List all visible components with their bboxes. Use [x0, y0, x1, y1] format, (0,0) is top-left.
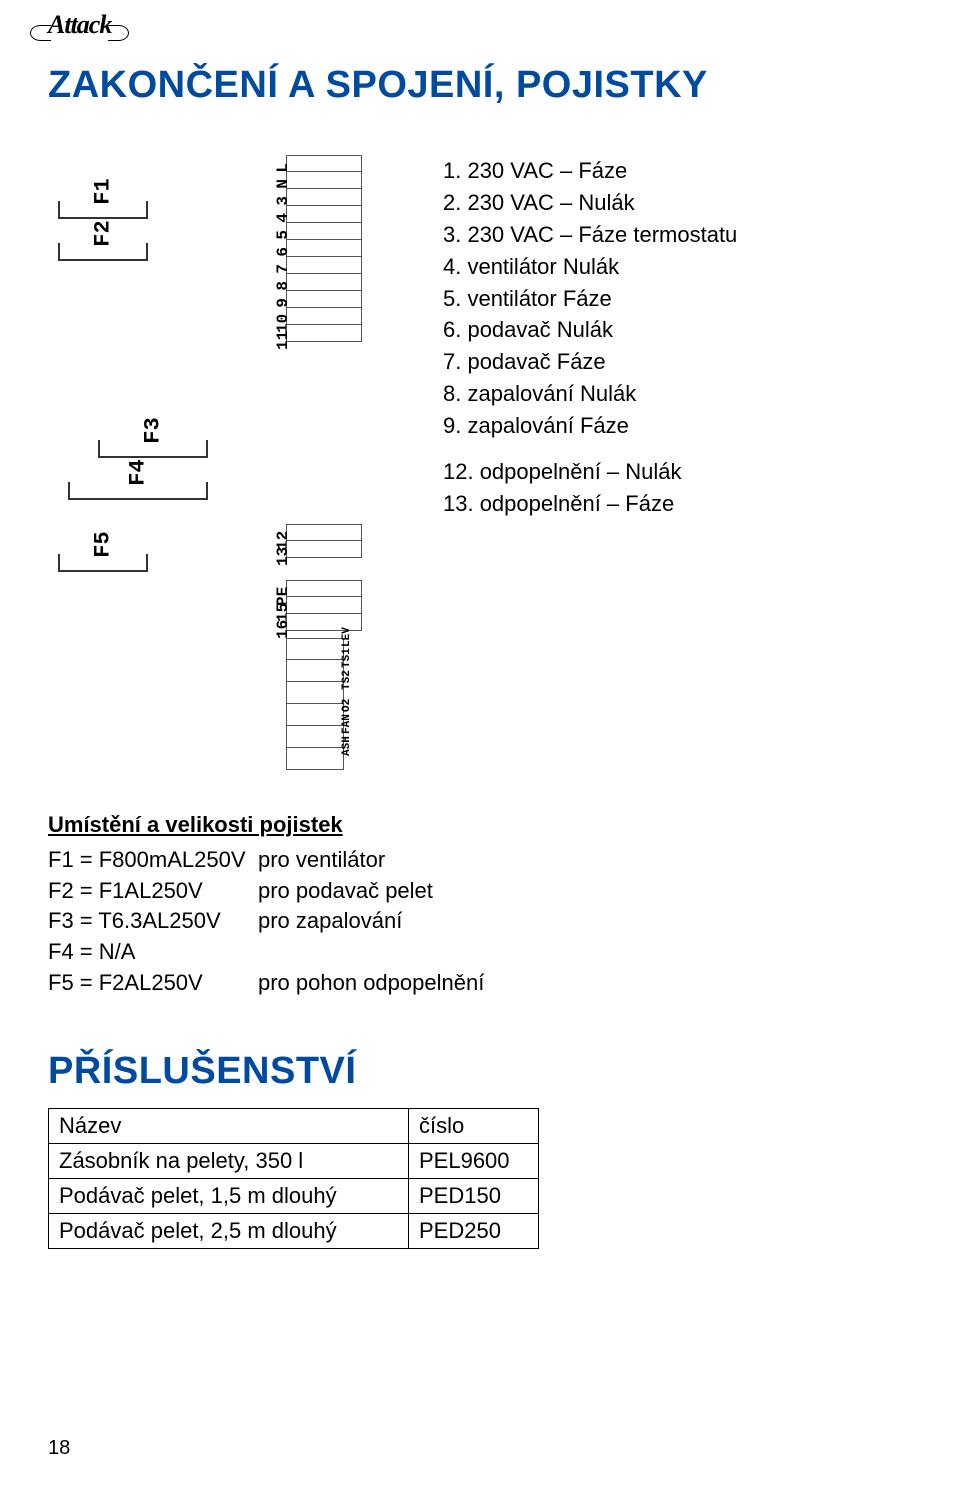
terminal: 4 — [286, 206, 362, 223]
table-header: Název — [49, 1109, 409, 1144]
fuse-row: F3 = T6.3AL250Vpro zapalování — [48, 906, 484, 937]
fuse-row: F2 = F1AL250Vpro podavač pelet — [48, 876, 484, 907]
terminal: 13 — [286, 541, 362, 558]
fuse-f4: F4 — [68, 482, 208, 500]
fuse-f5: F5 — [58, 554, 148, 572]
legend-line: 7. podavač Fáze — [443, 346, 737, 378]
terminal: 6 — [286, 240, 362, 257]
terminal: 8 — [286, 274, 362, 291]
table-row: Zásobník na pelety, 350 l PEL9600 — [49, 1144, 539, 1179]
terminal: 5 — [286, 223, 362, 240]
table-cell: Podávač pelet, 2,5 m dlouhý — [49, 1214, 409, 1249]
fuse-location-section: Umístění a velikosti pojistek F1 = F800m… — [48, 810, 484, 999]
table-header: číslo — [409, 1109, 539, 1144]
fuse-key: F3 = T6.3AL250V — [48, 906, 258, 937]
terminal-legend-1: 1. 230 VAC – Fáze 2. 230 VAC – Nulák 3. … — [443, 155, 737, 442]
fuse-label: F3 — [141, 417, 166, 443]
fuse-label: F4 — [126, 459, 151, 485]
fuse-label: F1 — [91, 178, 116, 204]
terminal: 12 — [286, 524, 362, 541]
terminal: 9 — [286, 291, 362, 308]
terminal-label: 13 — [274, 548, 292, 566]
fuse-row: F5 = F2AL250Vpro pohon odpopelnění — [48, 968, 484, 999]
terminal: 15 — [286, 597, 362, 614]
sensor-label: FAN — [341, 714, 353, 734]
terminal: 7 — [286, 257, 362, 274]
sensor: ASH — [286, 748, 344, 770]
accessories-table: Název číslo Zásobník na pelety, 350 l PE… — [48, 1108, 539, 1249]
sensor: TS1 — [286, 660, 344, 682]
fuse-value: pro podavač pelet — [258, 876, 433, 907]
fuse-f3: F3 — [98, 440, 208, 458]
wiring-diagram-row-1: F1 F2 L N 3 4 5 6 7 8 9 10 11 1. 230 VAC… — [58, 155, 898, 390]
sensor: FAN — [286, 726, 344, 748]
fuse-value: pro pohon odpopelnění — [258, 968, 484, 999]
sensor-label: LEV — [341, 627, 353, 647]
table-cell: Podávač pelet, 1,5 m dlouhý — [49, 1179, 409, 1214]
fuse-row: F1 = F800mAL250Vpro ventilátor — [48, 845, 484, 876]
table-cell: PED250 — [409, 1214, 539, 1249]
sensor: TS2 — [286, 682, 344, 704]
sensor: O2 — [286, 704, 344, 726]
legend-line: 3. 230 VAC – Fáze termostatu — [443, 219, 737, 251]
legend-line: 4. ventilátor Nulák — [443, 251, 737, 283]
terminal-block-1: L N 3 4 5 6 7 8 9 10 11 — [286, 155, 362, 342]
legend-line: 6. podavač Nulák — [443, 314, 737, 346]
fuse-key: F4 = N/A — [48, 937, 258, 968]
fuse-f2: F2 — [58, 243, 148, 261]
sensor-label: TS1 — [341, 648, 353, 668]
legend-line: 5. ventilátor Fáze — [443, 283, 737, 315]
table-row: Podávač pelet, 2,5 m dlouhý PED250 — [49, 1214, 539, 1249]
table-cell: PED150 — [409, 1179, 539, 1214]
terminal-legend-2: 12. odpopelnění – Nulák 13. odpopelnění … — [443, 456, 682, 520]
terminal: 11 — [286, 325, 362, 342]
fuse-key: F5 = F2AL250V — [48, 968, 258, 999]
legend-line: 2. 230 VAC – Nulák — [443, 187, 737, 219]
terminal: 3 — [286, 189, 362, 206]
page-number: 18 — [48, 1437, 70, 1460]
legend-line: 1. 230 VAC – Fáze — [443, 155, 737, 187]
legend-line: 9. zapalování Fáze — [443, 410, 737, 442]
fuse-row: F4 = N/A — [48, 937, 484, 968]
fuse-value: pro ventilátor — [258, 845, 385, 876]
fuse-location-header: Umístění a velikosti pojistek — [48, 810, 484, 841]
terminal: N — [286, 172, 362, 189]
fuse-key: F1 = F800mAL250V — [48, 845, 258, 876]
logo: Attack — [48, 10, 111, 40]
terminal-label: 11 — [274, 332, 292, 350]
terminal: 10 — [286, 308, 362, 325]
table-row: Název číslo — [49, 1109, 539, 1144]
terminal-label: 16 — [274, 621, 292, 639]
terminal: PE — [286, 580, 362, 597]
fuse-value: pro zapalování — [258, 906, 402, 937]
table-cell: Zásobník na pelety, 350 l — [49, 1144, 409, 1179]
sensor-label: O2 — [341, 699, 353, 712]
table-cell: PEL9600 — [409, 1144, 539, 1179]
fuse-label: F2 — [91, 220, 116, 246]
legend-line: 12. odpopelnění – Nulák — [443, 456, 682, 488]
fuse-label: F5 — [91, 531, 116, 557]
legend-line: 8. zapalování Nulák — [443, 378, 737, 410]
legend-line: 13. odpopelnění – Fáze — [443, 488, 682, 520]
sensor-label: ASH — [341, 736, 353, 756]
fuse-f1: F1 — [58, 201, 148, 219]
sensor: LEV — [286, 638, 344, 660]
accessories-title: PŘÍSLUŠENSTVÍ — [48, 1050, 356, 1093]
terminal-block-pe: PE 15 16 — [286, 580, 362, 631]
wiring-diagram-row-2: F3 F4 F5 12 13 PE 15 16 LEV TS1 TS2 O2 F… — [58, 440, 898, 720]
sensor-block: LEV TS1 TS2 O2 FAN ASH — [286, 638, 344, 770]
terminal-block-2: 12 13 — [286, 524, 362, 558]
page-title: ZAKONČENÍ A SPOJENÍ, POJISTKY — [48, 64, 708, 107]
fuse-key: F2 = F1AL250V — [48, 876, 258, 907]
terminal: L — [286, 155, 362, 172]
sensor-label: TS2 — [341, 670, 353, 690]
table-row: Podávač pelet, 1,5 m dlouhý PED150 — [49, 1179, 539, 1214]
